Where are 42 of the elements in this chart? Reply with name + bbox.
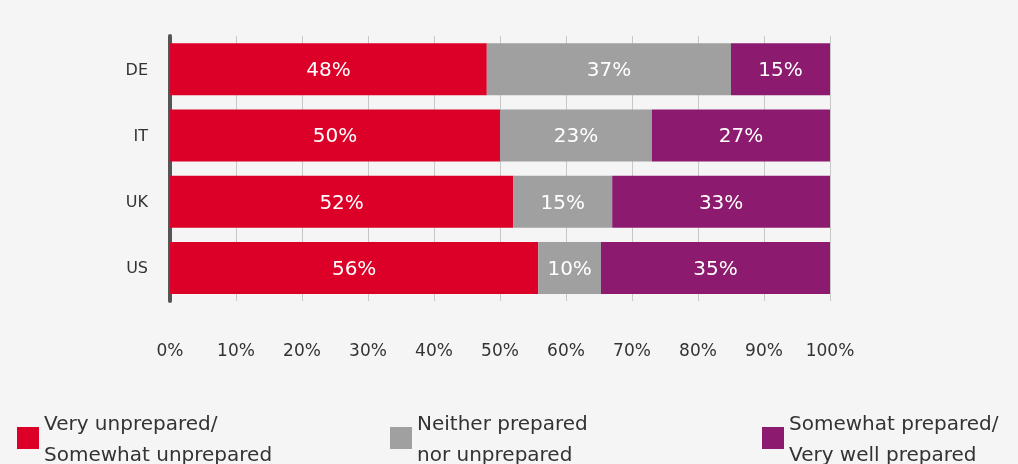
bar <box>513 175 613 228</box>
bar <box>170 175 514 228</box>
x-tick-label: 30% <box>349 339 387 360</box>
bar <box>600 241 830 294</box>
bar <box>500 109 652 162</box>
data-label: 23% <box>553 123 599 148</box>
y-tick-label: DE <box>125 59 148 79</box>
legend-label: Very unprepared/ Somewhat unprepared <box>44 410 273 464</box>
y-tick-label: UK <box>125 192 149 212</box>
x-tick-label: 10% <box>217 339 255 360</box>
x-tick-label: 0% <box>156 339 184 360</box>
data-label: 37% <box>586 57 632 82</box>
bar <box>170 43 487 96</box>
legend-label: Somewhat prepared/ Very well prepared <box>789 410 999 464</box>
bar <box>612 175 830 228</box>
x-tick-label: 70% <box>613 339 651 360</box>
x-tick-label: 50% <box>481 339 519 360</box>
x-tick-label: 100% <box>805 339 855 360</box>
y-tick-label: IT <box>133 125 149 145</box>
data-label: 15% <box>758 57 803 82</box>
x-tick-label: 80% <box>679 339 717 360</box>
bar <box>731 43 830 96</box>
data-label: 27% <box>718 123 764 148</box>
data-label: 10% <box>547 255 592 280</box>
data-label: 52% <box>319 189 364 214</box>
bar <box>170 109 500 162</box>
data-label: 33% <box>698 189 744 214</box>
bar <box>170 241 539 294</box>
y-tick-label: US <box>126 258 148 278</box>
legend-label: Neither prepared nor unprepared <box>417 410 588 464</box>
data-label: 56% <box>331 255 377 280</box>
x-tick-label: 60% <box>547 339 585 360</box>
data-label: 50% <box>312 123 358 148</box>
x-tick-label: 90% <box>745 339 783 360</box>
bar <box>538 241 601 294</box>
data-label: 35% <box>693 255 738 280</box>
x-tick-label: 40% <box>415 339 453 360</box>
bar <box>486 43 731 96</box>
bar <box>651 109 830 162</box>
data-label: 48% <box>306 57 351 82</box>
x-tick-label: 20% <box>283 339 321 360</box>
data-label: 15% <box>540 189 585 214</box>
